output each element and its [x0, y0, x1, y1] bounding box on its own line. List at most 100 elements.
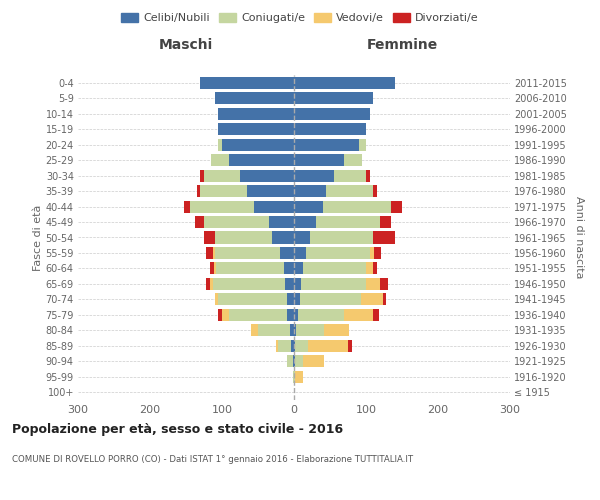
- Bar: [391, 200, 402, 212]
- Bar: [359, 138, 366, 150]
- Bar: [293, 371, 294, 383]
- Bar: [214, 278, 286, 290]
- Bar: [218, 294, 287, 306]
- Bar: [215, 92, 294, 104]
- Bar: [210, 278, 214, 290]
- Bar: [294, 371, 295, 383]
- Bar: [295, 340, 308, 352]
- Bar: [310, 232, 373, 243]
- Y-axis label: Anni di nascita: Anni di nascita: [574, 196, 584, 279]
- Bar: [211, 154, 229, 166]
- Bar: [370, 247, 374, 259]
- Bar: [269, 216, 294, 228]
- Bar: [211, 262, 214, 274]
- Bar: [301, 278, 366, 290]
- Bar: [326, 185, 373, 197]
- Bar: [294, 170, 334, 181]
- Bar: [316, 216, 380, 228]
- Bar: [214, 247, 215, 259]
- Bar: [383, 294, 386, 306]
- Bar: [380, 216, 391, 228]
- Bar: [294, 324, 296, 336]
- Bar: [240, 170, 294, 181]
- Bar: [200, 76, 294, 89]
- Bar: [254, 200, 294, 212]
- Bar: [323, 200, 391, 212]
- Bar: [204, 232, 215, 243]
- Bar: [305, 247, 370, 259]
- Bar: [294, 278, 301, 290]
- Bar: [366, 170, 370, 181]
- Bar: [215, 232, 272, 243]
- Bar: [218, 138, 222, 150]
- Bar: [366, 262, 373, 274]
- Bar: [373, 185, 377, 197]
- Bar: [294, 185, 326, 197]
- Bar: [214, 262, 215, 274]
- Bar: [294, 356, 295, 368]
- Bar: [290, 324, 294, 336]
- Bar: [298, 309, 344, 321]
- Bar: [222, 138, 294, 150]
- Bar: [204, 216, 269, 228]
- Bar: [215, 247, 280, 259]
- Bar: [218, 123, 294, 135]
- Bar: [293, 356, 294, 368]
- Bar: [323, 324, 349, 336]
- Bar: [196, 216, 204, 228]
- Bar: [200, 170, 204, 181]
- Bar: [291, 340, 294, 352]
- Bar: [302, 262, 366, 274]
- Bar: [287, 309, 294, 321]
- Bar: [286, 278, 294, 290]
- Bar: [294, 108, 370, 120]
- Bar: [215, 262, 284, 274]
- Bar: [294, 247, 305, 259]
- Bar: [229, 309, 287, 321]
- Bar: [206, 278, 210, 290]
- Bar: [280, 247, 294, 259]
- Bar: [374, 247, 381, 259]
- Bar: [302, 356, 324, 368]
- Bar: [294, 309, 298, 321]
- Bar: [184, 200, 190, 212]
- Bar: [251, 324, 258, 336]
- Text: Maschi: Maschi: [159, 38, 213, 52]
- Bar: [204, 170, 240, 181]
- Bar: [222, 309, 229, 321]
- Bar: [294, 76, 395, 89]
- Text: Femmine: Femmine: [367, 38, 437, 52]
- Bar: [373, 309, 379, 321]
- Bar: [294, 92, 373, 104]
- Bar: [190, 200, 254, 212]
- Bar: [334, 170, 366, 181]
- Bar: [361, 294, 383, 306]
- Bar: [344, 309, 373, 321]
- Bar: [380, 278, 388, 290]
- Bar: [295, 371, 302, 383]
- Bar: [197, 185, 200, 197]
- Text: COMUNE DI ROVELLO PORRO (CO) - Dati ISTAT 1° gennaio 2016 - Elaborazione TUTTITA: COMUNE DI ROVELLO PORRO (CO) - Dati ISTA…: [12, 455, 413, 464]
- Legend: Celibi/Nubili, Coniugati/e, Vedovi/e, Divorziati/e: Celibi/Nubili, Coniugati/e, Vedovi/e, Di…: [117, 8, 483, 28]
- Bar: [218, 108, 294, 120]
- Bar: [308, 340, 348, 352]
- Bar: [294, 123, 366, 135]
- Bar: [284, 262, 294, 274]
- Bar: [294, 154, 344, 166]
- Bar: [229, 154, 294, 166]
- Bar: [287, 356, 293, 368]
- Bar: [294, 294, 300, 306]
- Bar: [294, 232, 310, 243]
- Bar: [294, 216, 316, 228]
- Bar: [278, 340, 291, 352]
- Bar: [258, 324, 290, 336]
- Bar: [373, 262, 377, 274]
- Bar: [294, 200, 323, 212]
- Y-axis label: Fasce di età: Fasce di età: [32, 204, 43, 270]
- Bar: [294, 340, 295, 352]
- Bar: [294, 262, 302, 274]
- Bar: [300, 294, 361, 306]
- Bar: [295, 356, 302, 368]
- Bar: [215, 294, 218, 306]
- Bar: [272, 232, 294, 243]
